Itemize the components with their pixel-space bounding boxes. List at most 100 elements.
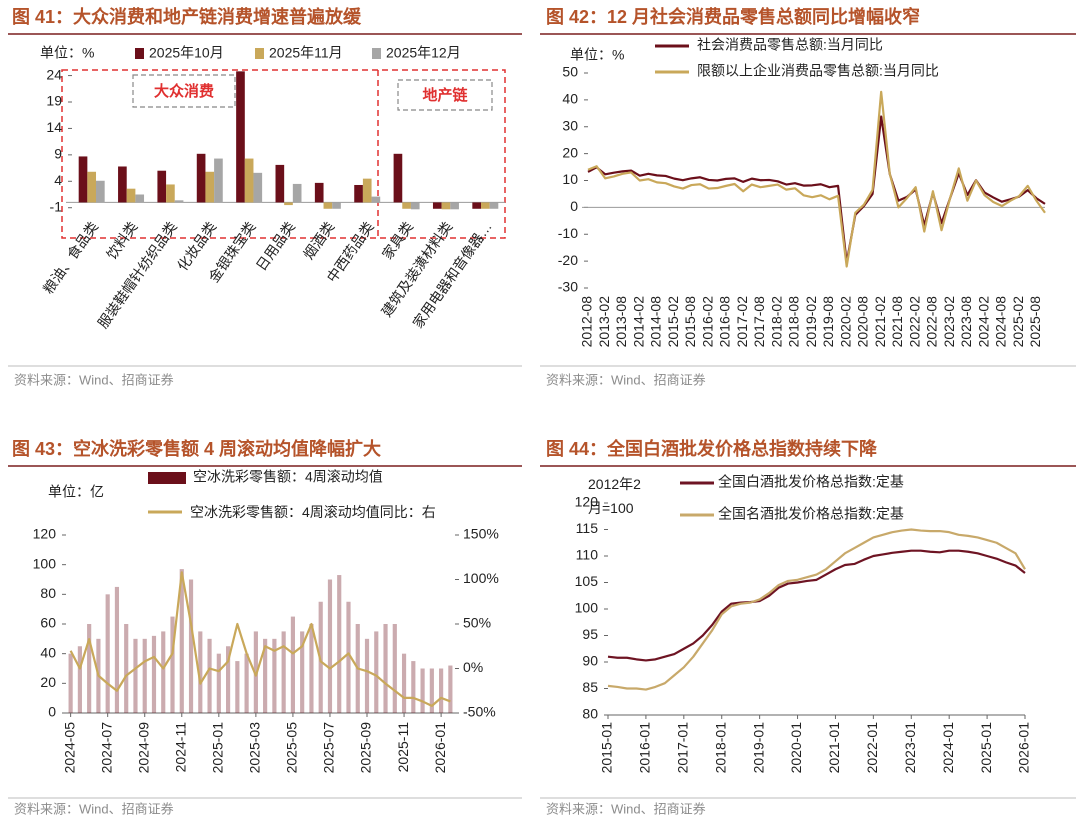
y-tick-label: 30 [562,117,578,133]
bar [135,194,145,203]
bar [337,575,342,713]
bar [151,635,157,713]
y-tick-label: 80 [40,585,56,601]
x-tick-label: 2020-08 [855,296,871,348]
bar [450,202,459,210]
chart-title: 图 44：全国白酒批发价格总指数持续下降 [546,438,878,459]
bar [244,653,249,713]
bar [429,668,434,713]
x-tick-label: 2025-09 [358,722,374,774]
x-tick-label: 2018-08 [786,296,802,348]
bar [170,616,175,713]
x-tick-label: 2024-11 [172,722,188,773]
x-tick-label: 2017-01 [675,722,691,774]
bar [174,200,184,203]
x-tick-label: 2021-01 [826,722,842,774]
bar [332,202,341,209]
y-tick-label: 100 [575,600,599,616]
x-tick-label: 2018-02 [768,296,784,348]
bar [235,661,240,713]
bar [439,668,444,713]
bar [402,202,411,209]
line-series [607,528,1026,691]
x-tick-label: 2022-02 [906,296,922,348]
bar [207,638,212,713]
chart-title: 图 41：大众消费和地产链消费增速普遍放缓 [12,6,362,27]
bar [362,178,372,203]
bar [364,638,370,713]
x-tick-label: 2013-08 [613,296,629,348]
bar [420,668,425,713]
legend-swatch [135,48,144,59]
x-tick-label: 2024-01 [940,722,956,774]
bar [371,196,381,203]
y-tick-label: 120 [575,494,599,510]
x-tick-label: 2024-02 [975,296,991,348]
x-tick-label: 2016-08 [717,296,733,348]
bar [281,631,286,713]
bar [392,624,397,713]
bar [309,624,314,713]
x-tick-label: 家具类 [379,219,416,263]
y-tick-label: 40 [562,91,578,107]
bar [327,579,333,713]
bar [198,631,203,713]
y-tick-label: 14 [46,119,62,135]
line-series [607,549,1026,662]
bar [87,171,97,203]
bar [236,71,245,203]
y-tick-label: 24 [46,66,62,82]
x-tick-label: 2015-01 [599,722,615,774]
x-tick-label: 2021-08 [889,296,905,348]
bar [77,646,82,713]
chart-title: 图 43：空冰洗彩零售额 4 周滚动均值降幅扩大 [12,438,381,459]
legend-label: 社会消费品零售总额:当月同比 [697,37,883,53]
y-tick-label: 0 [570,198,578,214]
x-tick-label: 2025-01 [978,722,994,774]
y-tick-label: -20 [558,252,578,268]
bar [96,180,105,203]
y-tick-label: 19 [46,93,62,109]
y2-tick-label: 100% [463,570,499,586]
legend-label: 全国白酒批发价格总指数:定基 [718,474,904,490]
x-tick-label: 2021-02 [872,296,888,348]
x-tick-label: 2025-03 [247,722,263,774]
y-tick-label: 95 [582,626,598,642]
x-tick-label: 2022-01 [864,722,880,774]
bar [354,184,363,203]
y-tick-label: -30 [558,279,578,295]
y2-tick-label: 0% [463,659,483,675]
line-series [587,90,1046,268]
bar [214,158,223,203]
x-tick-label: 2020-02 [837,296,853,348]
bar [393,153,403,203]
x-tick-label: 日用品类 [253,219,298,274]
bar [448,665,453,713]
x-tick-label: 烟酒类 [300,219,337,263]
line-series [69,571,451,707]
bar [188,579,194,713]
line-series [587,115,1046,264]
x-tick-label: 2026-01 [432,722,448,774]
annotation: 地产链 [422,86,468,104]
x-tick-label: 服装鞋帽针纺织品类 [95,219,180,331]
x-tick-label: 2025-07 [321,722,337,774]
x-tick-label: 2016-01 [637,722,653,774]
bar [157,170,167,203]
y-tick-label: -1 [50,198,63,214]
unit-label: 2012年2月=100 [588,476,641,516]
x-tick-label: 2015-02 [665,296,681,348]
legend-label: 空冰洗彩零售额：4周滚动均值同比：右 [190,504,436,520]
source: 资料来源：Wind、招商证券 [14,801,174,816]
y2-tick-label: 150% [463,526,499,542]
legend-label: 空冰洗彩零售额：4周滚动均值 [193,469,383,485]
bar [142,638,147,713]
x-tick-label: 2023-08 [958,296,974,348]
x-tick-label: 建筑及装潢材料类 [378,219,455,320]
x-tick-label: 2019-01 [750,722,766,774]
source: 资料来源：Wind、招商证券 [546,801,706,816]
bar [290,616,296,713]
y-tick-label: 60 [40,615,56,631]
bar [480,202,490,209]
